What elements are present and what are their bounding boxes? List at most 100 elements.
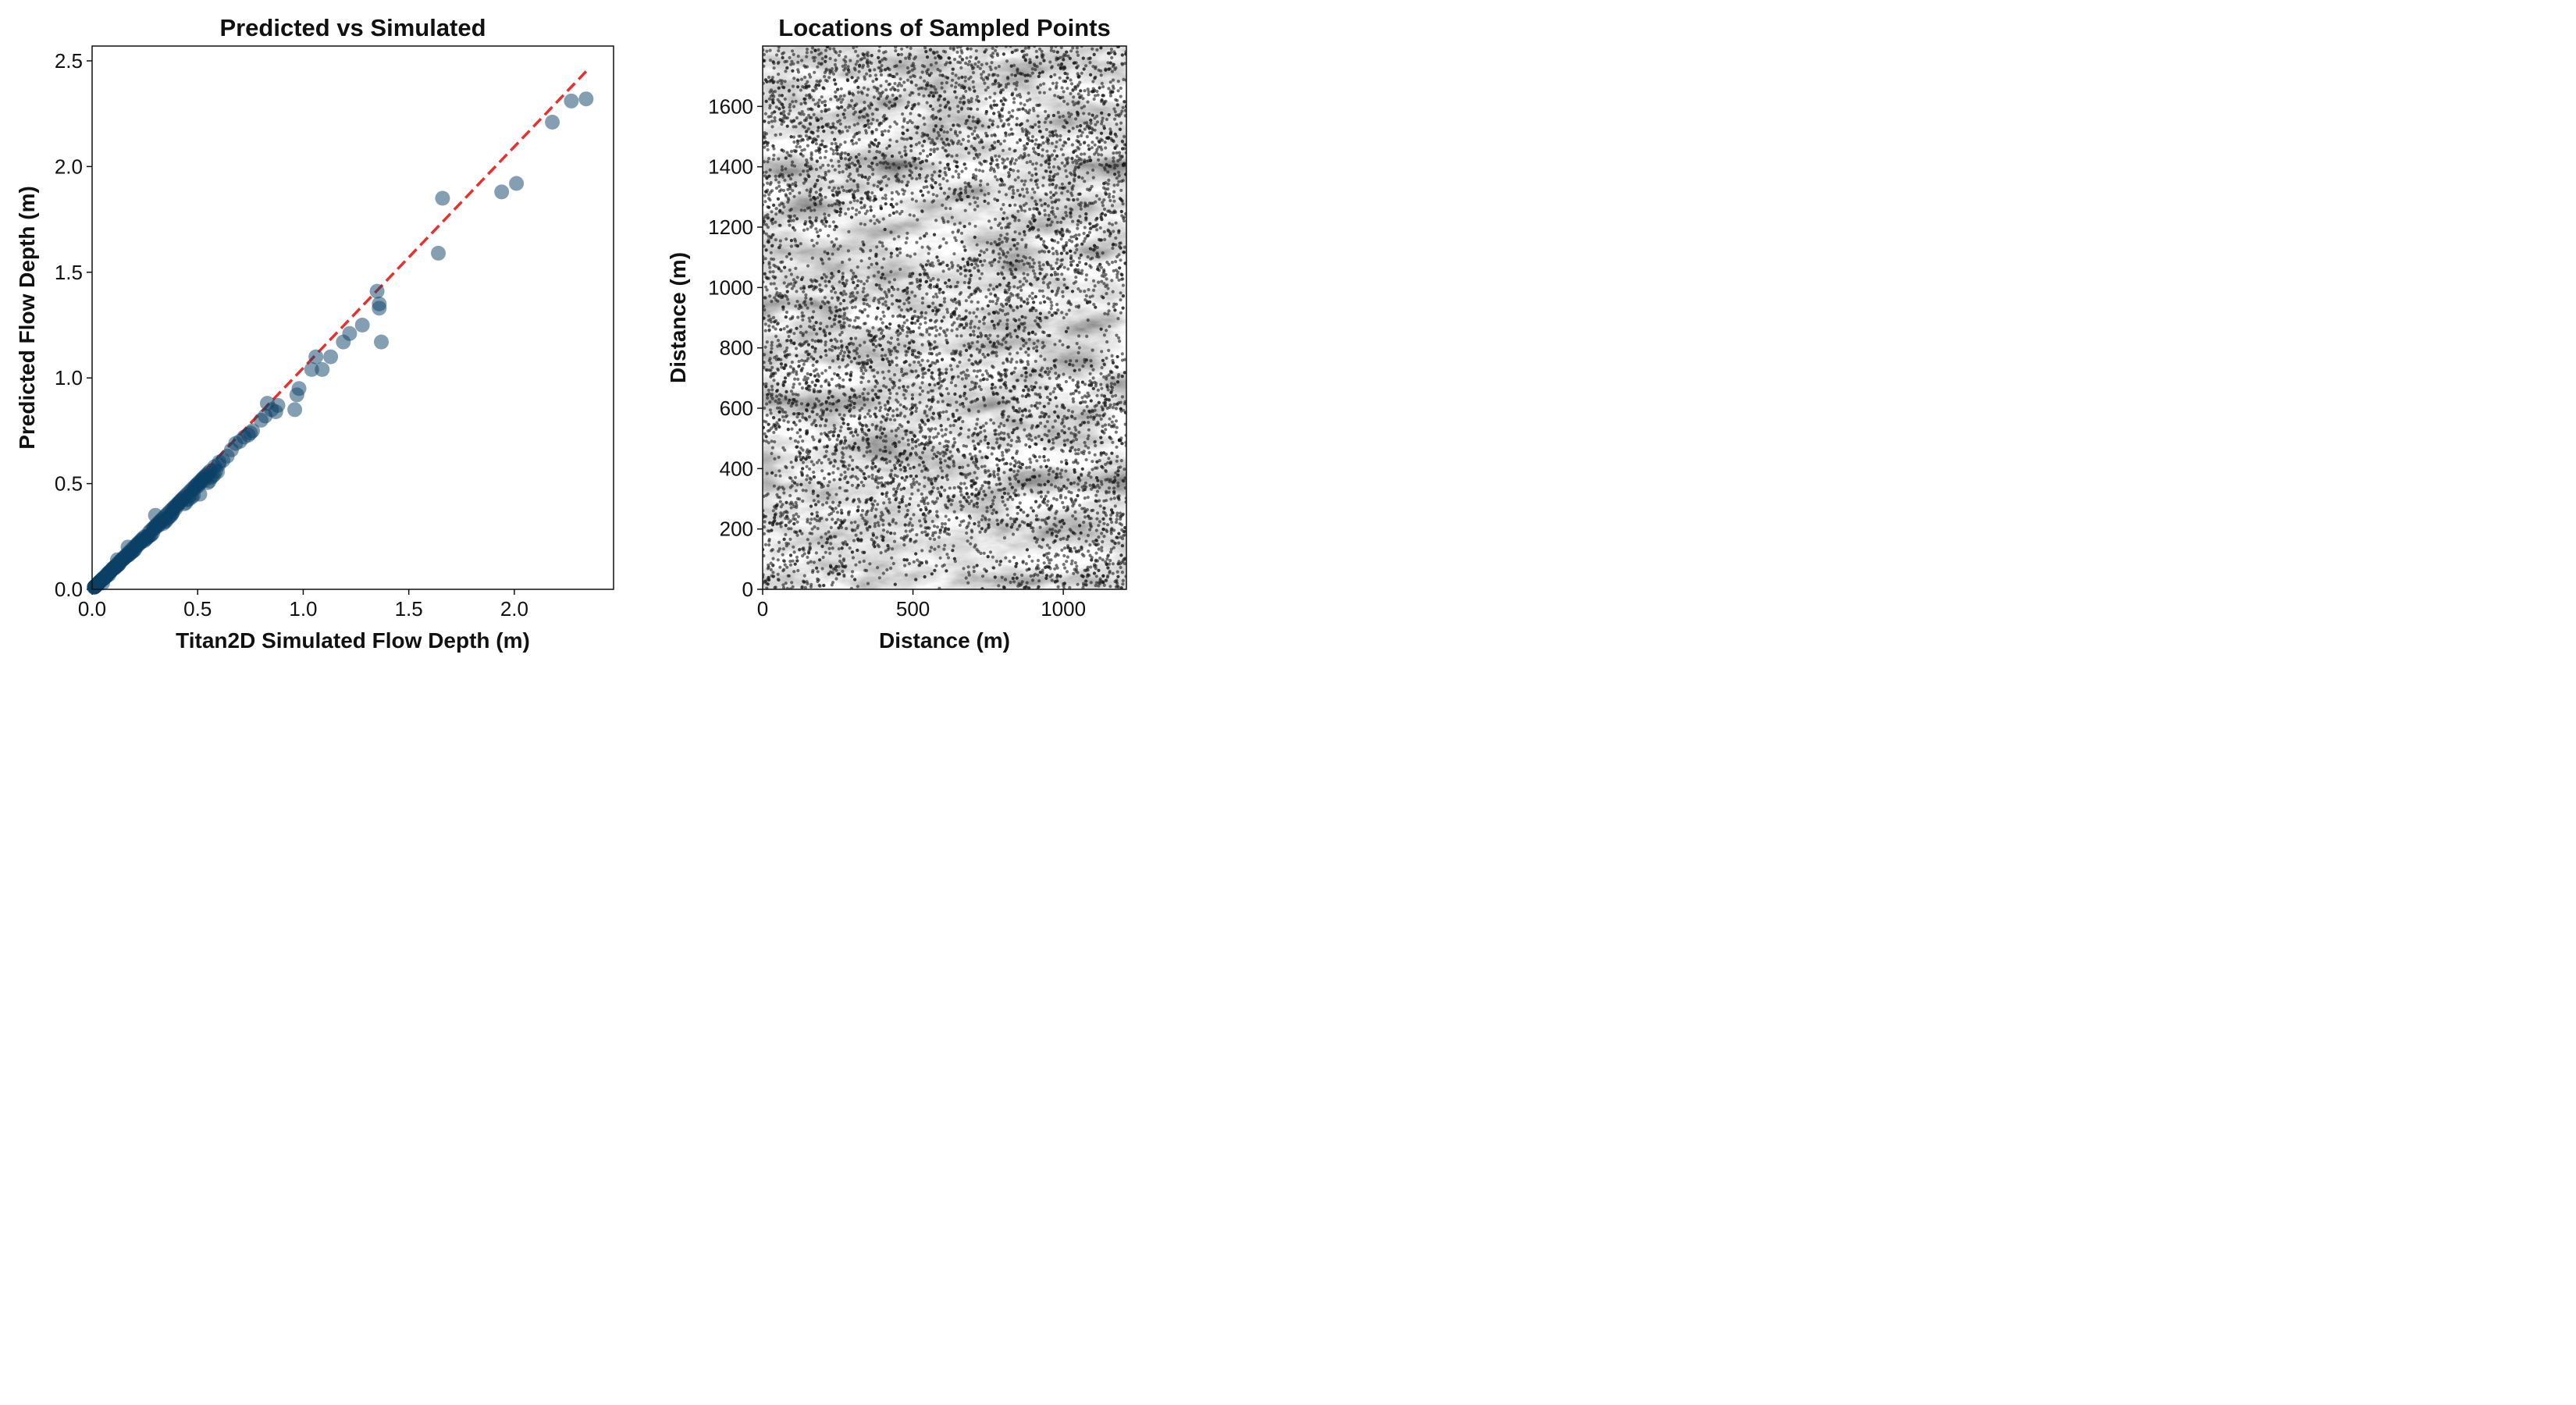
data-point xyxy=(159,511,175,527)
data-point xyxy=(161,510,176,525)
sample-point xyxy=(763,432,767,436)
map-panel: Locations of Sampled Points 0 500 10000200… xyxy=(666,14,1127,653)
sample-point xyxy=(887,288,891,292)
sample-point xyxy=(1108,559,1112,563)
sample-point xyxy=(768,400,772,404)
sample-point xyxy=(863,157,867,161)
sample-point xyxy=(1110,279,1114,283)
sample-point xyxy=(819,432,824,436)
sample-point xyxy=(916,157,921,161)
sample-point xyxy=(1037,474,1041,478)
sample-point xyxy=(935,147,939,151)
sample-point xyxy=(777,486,781,489)
sample-point xyxy=(1005,507,1009,511)
sample-point xyxy=(865,93,870,97)
sample-point xyxy=(1076,92,1080,96)
sample-point xyxy=(1112,199,1116,203)
sample-point xyxy=(1114,407,1118,411)
data-point xyxy=(110,557,126,573)
sample-point xyxy=(878,161,882,165)
sample-point xyxy=(1055,140,1059,144)
sample-point xyxy=(934,56,938,60)
sample-point xyxy=(872,214,876,219)
sample-point xyxy=(818,414,822,418)
sample-point xyxy=(1083,237,1087,240)
sample-point xyxy=(768,183,772,187)
sample-point xyxy=(1041,176,1045,180)
data-point xyxy=(132,536,148,552)
sample-point xyxy=(963,75,967,80)
sample-point xyxy=(803,75,807,80)
sample-point xyxy=(1023,233,1026,237)
sample-point xyxy=(1091,460,1094,464)
sample-point xyxy=(820,109,824,113)
sample-point xyxy=(1028,256,1032,260)
sample-point xyxy=(1012,169,1016,173)
sample-point xyxy=(1040,135,1044,139)
sample-point xyxy=(893,346,897,350)
sample-point xyxy=(792,93,795,97)
sample-point xyxy=(1060,422,1064,425)
sample-point xyxy=(1029,178,1033,182)
sample-point xyxy=(966,435,970,439)
sample-point xyxy=(899,487,903,492)
sample-point xyxy=(780,123,784,126)
sample-point xyxy=(1023,428,1026,432)
sample-point xyxy=(792,545,795,549)
sample-point xyxy=(964,89,968,93)
sample-point xyxy=(1027,554,1031,559)
sample-point xyxy=(1030,187,1035,191)
sample-point xyxy=(905,137,909,141)
sample-point xyxy=(996,162,1000,166)
sample-point xyxy=(888,125,892,129)
sample-point xyxy=(1086,100,1090,104)
sample-point xyxy=(1097,584,1101,588)
sample-point xyxy=(898,267,902,272)
sample-point xyxy=(950,329,954,333)
sample-point xyxy=(819,322,823,325)
sample-point xyxy=(796,141,800,145)
sample-point xyxy=(789,257,793,261)
sample-point xyxy=(880,130,884,134)
data-point xyxy=(91,575,106,591)
sample-point xyxy=(824,284,828,288)
sample-point xyxy=(948,46,952,50)
sample-point xyxy=(776,558,780,562)
sample-point xyxy=(966,374,970,378)
sample-point xyxy=(875,245,879,249)
sample-point xyxy=(859,222,863,226)
sample-point xyxy=(866,354,870,358)
sample-point xyxy=(1055,258,1059,261)
sample-point xyxy=(820,139,824,143)
sample-point xyxy=(964,166,968,170)
sample-point xyxy=(842,350,847,354)
sample-point xyxy=(1069,78,1073,82)
sample-point xyxy=(993,240,997,244)
sample-point xyxy=(794,304,798,308)
sample-point xyxy=(981,352,985,357)
data-point xyxy=(148,507,163,523)
sample-point xyxy=(1023,179,1027,183)
sample-point xyxy=(900,370,904,374)
sample-point xyxy=(1019,138,1023,142)
sample-point xyxy=(1040,204,1044,208)
sample-point xyxy=(788,493,792,498)
sample-point xyxy=(815,230,819,234)
y-tick-label: 2.0 xyxy=(55,155,83,178)
sample-point xyxy=(1101,540,1105,544)
sample-point xyxy=(1102,535,1106,539)
sample-point xyxy=(1093,116,1097,120)
sample-point xyxy=(966,107,970,111)
sample-point xyxy=(947,465,952,469)
sample-point xyxy=(1123,400,1126,404)
sample-point xyxy=(1030,173,1034,177)
sample-point xyxy=(1059,46,1063,49)
sample-point xyxy=(824,224,827,228)
sample-point xyxy=(816,372,820,376)
data-point xyxy=(103,563,119,578)
sample-point xyxy=(1008,332,1012,336)
data-point xyxy=(126,542,141,558)
sample-point xyxy=(768,265,772,269)
data-point xyxy=(564,93,579,108)
sample-point xyxy=(800,314,804,318)
